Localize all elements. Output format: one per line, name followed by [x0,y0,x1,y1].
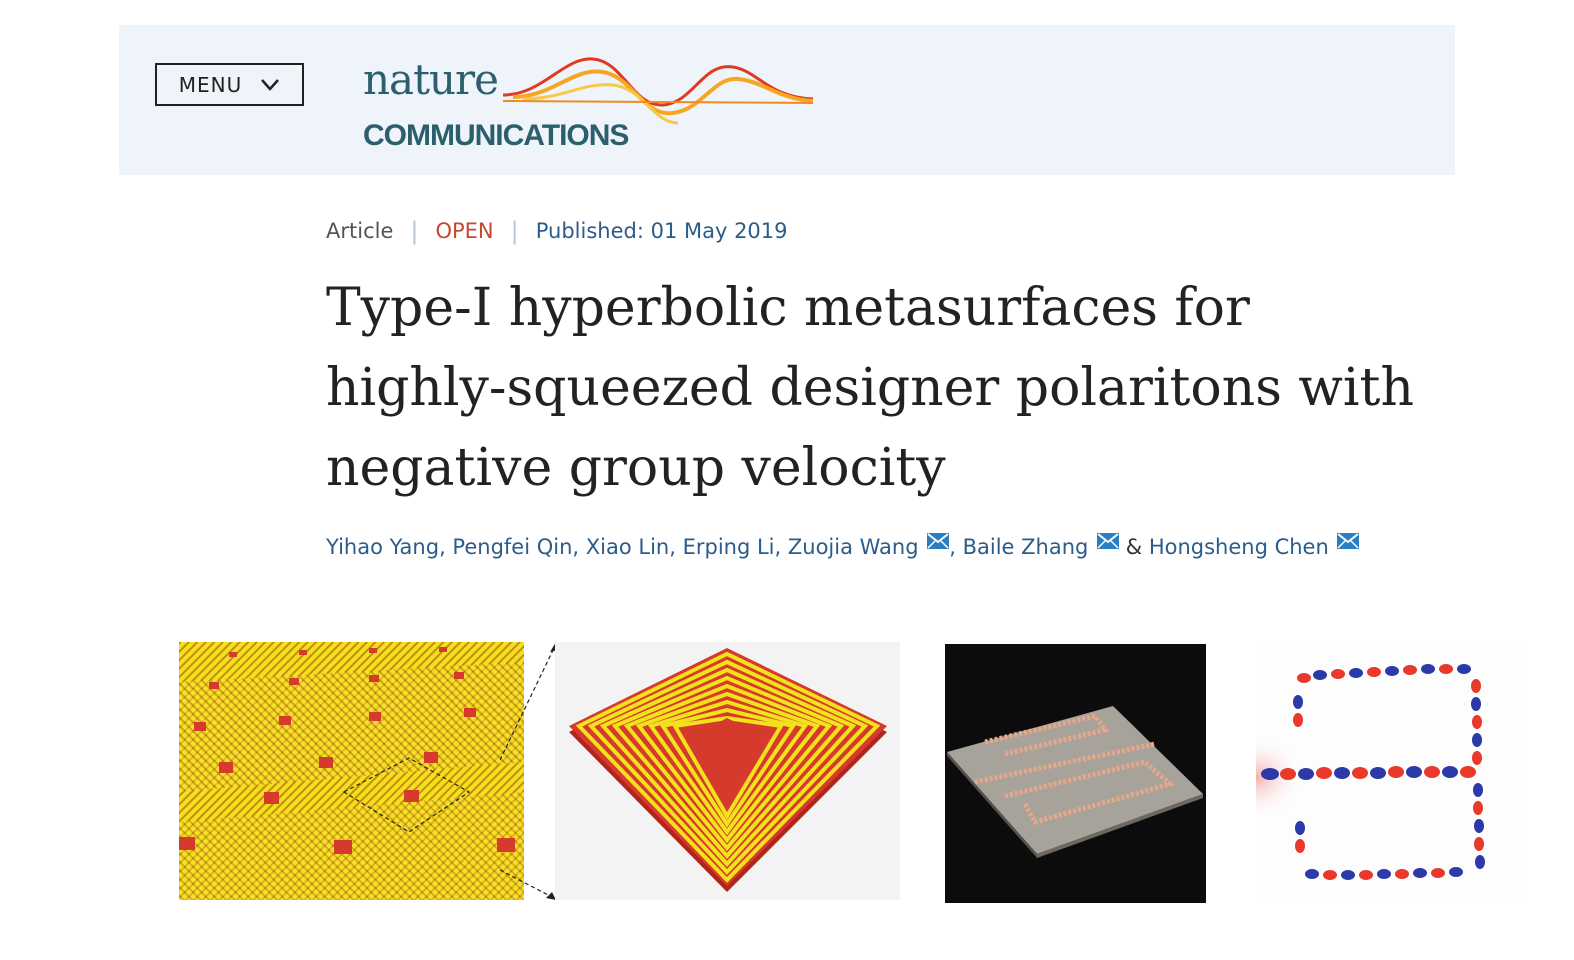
author-link[interactable]: Hongsheng Chen [1148,535,1329,559]
logo-waves-graphic [503,57,813,125]
author-link[interactable]: Yihao Yang [326,535,440,559]
field-map-graphic [1256,664,1485,880]
author-separator: , [774,535,788,559]
logo-word-communications: COMMUNICATIONS [363,119,629,152]
figure-unit-cell [555,642,900,900]
article-title: Type-I hyperbolic metasurfaces for highl… [326,278,1414,498]
mail-icon[interactable] [1337,533,1360,549]
author-separator: , [572,535,586,559]
nature-communications-logo[interactable]: nature COMMUNICATIONS [363,47,813,157]
author-separator: , [669,535,683,559]
site-header: MENU nature COMMUNICATIONS [119,25,1455,175]
published-date: Published: 01 May 2019 [535,219,788,243]
metasurface-array-graphic [179,642,524,900]
author-ampersand: & [1125,535,1143,559]
author-link[interactable]: Erping Li [682,535,775,559]
chevron-down-icon [261,78,280,91]
article-type: Article [326,219,394,243]
figure-sample-photo [945,644,1206,903]
mail-icon[interactable] [927,533,950,549]
figure-field-map [1256,642,1521,904]
open-access-badge: OPEN [435,219,494,243]
meta-divider: | [510,217,519,245]
author-separator: , [439,535,453,559]
sample-photo-graphic [947,706,1203,858]
mail-icon[interactable] [1097,533,1120,549]
author-separator [1119,535,1126,559]
author-link[interactable]: Pengfei Qin [452,535,573,559]
article-meta: Article | OPEN | Published: 01 May 2019 [326,217,788,245]
author-link[interactable]: Zuojia Wang [787,535,919,559]
author-link[interactable]: Baile Zhang [962,535,1089,559]
meta-divider: | [410,217,419,245]
menu-button[interactable]: MENU [155,63,304,106]
logo-word-nature: nature [363,55,499,104]
author-list: Yihao Yang, Pengfei Qin, Xiao Lin, Erpin… [326,533,1360,559]
author-link[interactable]: Xiao Lin [585,535,670,559]
menu-label: MENU [178,72,243,97]
figure-metasurface-array [179,642,524,900]
unit-cell-graphic [569,648,887,892]
author-separator: , [949,535,963,559]
